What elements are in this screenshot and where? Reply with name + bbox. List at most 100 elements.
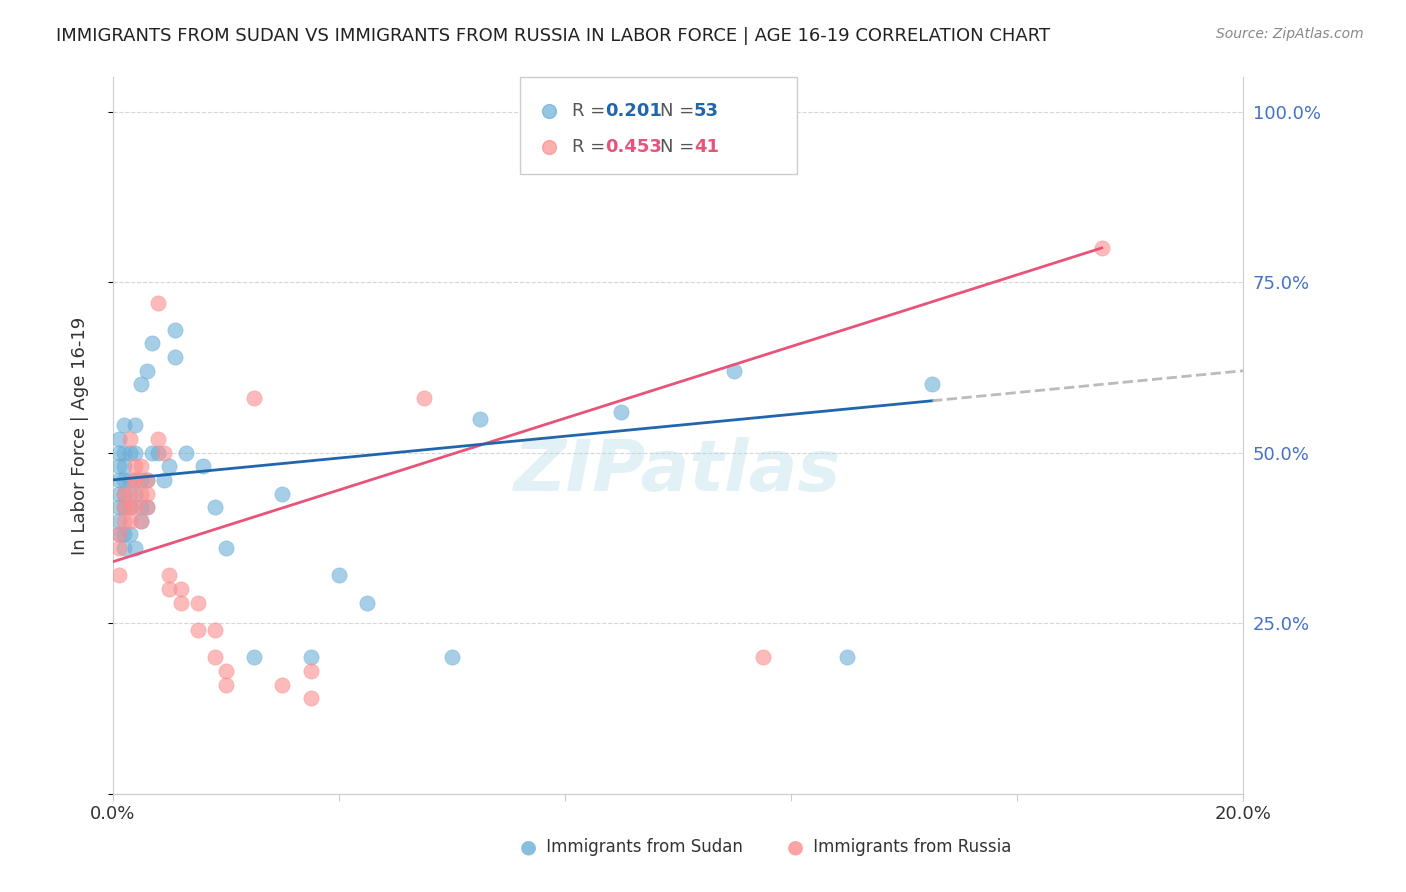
Point <box>328 568 350 582</box>
Point <box>124 500 146 515</box>
Point <box>124 541 146 555</box>
Point <box>135 486 157 500</box>
Point <box>107 527 129 541</box>
Point <box>129 514 152 528</box>
Point <box>299 650 322 665</box>
Point <box>107 459 129 474</box>
Point <box>107 568 129 582</box>
Point <box>135 364 157 378</box>
Point <box>129 459 152 474</box>
Text: ●: ● <box>787 838 804 856</box>
Point <box>554 104 576 119</box>
Point <box>299 691 322 706</box>
Point <box>107 541 129 555</box>
Text: N =: N = <box>659 138 700 156</box>
Text: IMMIGRANTS FROM SUDAN VS IMMIGRANTS FROM RUSSIA IN LABOR FORCE | AGE 16-19 CORRE: IMMIGRANTS FROM SUDAN VS IMMIGRANTS FROM… <box>56 27 1050 45</box>
Point <box>112 486 135 500</box>
Point <box>112 527 135 541</box>
Point <box>118 527 141 541</box>
Point <box>751 650 773 665</box>
Point <box>124 486 146 500</box>
Point <box>124 418 146 433</box>
Point <box>124 445 146 459</box>
Point <box>135 500 157 515</box>
Point <box>112 514 135 528</box>
Point <box>723 364 745 378</box>
Text: 0.201: 0.201 <box>606 102 662 120</box>
Point <box>107 473 129 487</box>
Point <box>146 432 169 446</box>
Point <box>412 391 434 405</box>
Text: R =: R = <box>572 102 610 120</box>
Point <box>215 677 238 691</box>
Text: ●: ● <box>520 838 537 856</box>
Point <box>112 418 135 433</box>
Text: 53: 53 <box>693 102 718 120</box>
Point <box>107 527 129 541</box>
Point <box>243 650 266 665</box>
Text: Source: ZipAtlas.com: Source: ZipAtlas.com <box>1216 27 1364 41</box>
Point <box>135 473 157 487</box>
Point <box>118 514 141 528</box>
Point <box>112 541 135 555</box>
Point <box>112 459 135 474</box>
Point <box>112 500 135 515</box>
Text: Immigrants from Russia: Immigrants from Russia <box>808 838 1012 856</box>
Point <box>169 596 191 610</box>
Point <box>204 623 226 637</box>
Point <box>299 664 322 678</box>
Point <box>112 445 135 459</box>
Y-axis label: In Labor Force | Age 16-19: In Labor Force | Age 16-19 <box>72 317 89 555</box>
Point <box>152 445 174 459</box>
Text: N =: N = <box>659 102 700 120</box>
Point <box>107 514 129 528</box>
Point <box>169 582 191 596</box>
Point <box>187 596 209 610</box>
Text: 0.453: 0.453 <box>606 138 662 156</box>
Text: R =: R = <box>572 138 610 156</box>
Point <box>356 596 378 610</box>
Point <box>163 350 186 364</box>
Text: ZIPatlas: ZIPatlas <box>515 437 842 506</box>
Point <box>440 650 463 665</box>
Point <box>135 473 157 487</box>
Point <box>107 432 129 446</box>
Point <box>141 336 163 351</box>
Point <box>118 500 141 515</box>
Point <box>129 500 152 515</box>
Point <box>129 486 152 500</box>
Point <box>118 445 141 459</box>
Point <box>141 445 163 459</box>
Point <box>146 295 169 310</box>
Point <box>124 459 146 474</box>
Point <box>124 473 146 487</box>
Point <box>118 500 141 515</box>
Point <box>157 582 180 596</box>
Point <box>129 473 152 487</box>
Point <box>112 486 135 500</box>
Point <box>157 568 180 582</box>
Point <box>135 500 157 515</box>
Point <box>271 677 294 691</box>
Point <box>118 432 141 446</box>
Point <box>112 500 135 515</box>
Point <box>157 459 180 474</box>
Point <box>271 486 294 500</box>
Point <box>215 664 238 678</box>
Point <box>204 650 226 665</box>
Point <box>163 323 186 337</box>
Point <box>118 486 141 500</box>
Point <box>107 486 129 500</box>
Point <box>146 445 169 459</box>
Point <box>107 500 129 515</box>
Point <box>204 500 226 515</box>
Point <box>124 473 146 487</box>
FancyBboxPatch shape <box>520 78 797 174</box>
Point <box>215 541 238 555</box>
Point <box>610 405 633 419</box>
Point <box>187 623 209 637</box>
Point <box>837 650 859 665</box>
Point <box>112 473 135 487</box>
Point <box>1091 241 1114 255</box>
Point <box>243 391 266 405</box>
